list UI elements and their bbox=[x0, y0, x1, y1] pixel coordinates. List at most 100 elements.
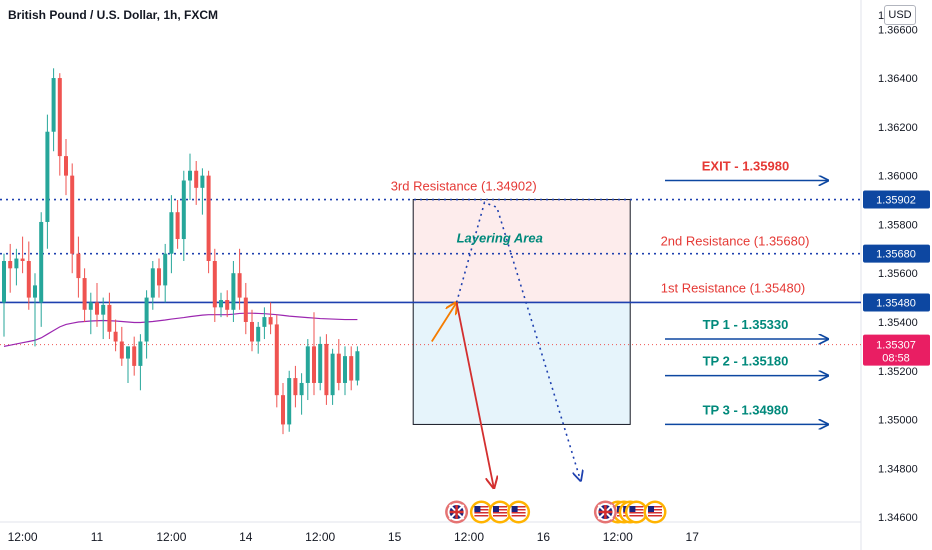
price-axis-panel[interactable] bbox=[861, 0, 932, 550]
candle bbox=[355, 346, 360, 386]
candle bbox=[262, 307, 267, 340]
candle-body bbox=[157, 268, 161, 286]
candle-body bbox=[82, 278, 87, 310]
candle-body bbox=[95, 302, 99, 315]
candle bbox=[14, 248, 19, 286]
candle-body bbox=[219, 300, 223, 308]
candle-body bbox=[194, 170, 199, 188]
candle bbox=[33, 273, 37, 347]
layering-area-label: Layering Area bbox=[457, 231, 543, 246]
y-tick-label: 1.35200 bbox=[878, 366, 918, 378]
candle-body bbox=[39, 221, 44, 303]
candle bbox=[225, 290, 230, 318]
us-flag-icon[interactable] bbox=[469, 500, 493, 524]
moving-average-layer bbox=[3, 312, 358, 347]
candle bbox=[256, 321, 261, 354]
candle bbox=[212, 248, 217, 322]
sell-arrow bbox=[455, 302, 494, 487]
us-flag-icon[interactable] bbox=[624, 500, 648, 524]
candle bbox=[132, 336, 137, 376]
current-price-tag-bg bbox=[863, 334, 930, 366]
candle bbox=[293, 365, 298, 408]
x-tick-label: 15 bbox=[388, 530, 402, 544]
candle-body bbox=[45, 131, 50, 222]
zone-0[interactable] bbox=[412, 199, 631, 303]
candle bbox=[188, 153, 192, 201]
y-tick-label: 1.36600 bbox=[878, 24, 918, 36]
us-flag-icon[interactable] bbox=[488, 500, 512, 524]
candle-body bbox=[312, 346, 316, 383]
candle-body bbox=[101, 304, 106, 315]
candle bbox=[200, 168, 205, 215]
candle-body bbox=[76, 253, 81, 279]
y-tick-label: 1.34800 bbox=[878, 463, 918, 475]
y-tick-label: 1.35000 bbox=[878, 415, 918, 427]
candle-body bbox=[163, 253, 168, 286]
candle bbox=[268, 302, 273, 335]
candle bbox=[324, 334, 329, 405]
x-tick-label: 12:00 bbox=[603, 530, 633, 544]
candle bbox=[305, 339, 310, 401]
candle-body bbox=[225, 300, 230, 310]
target-arrows-layer bbox=[665, 181, 828, 425]
candle bbox=[343, 346, 347, 396]
candle bbox=[76, 236, 81, 298]
candle-body bbox=[119, 341, 124, 359]
candle-body bbox=[126, 346, 130, 359]
candle bbox=[45, 114, 50, 249]
candle bbox=[51, 68, 56, 152]
candle bbox=[20, 236, 25, 274]
candle bbox=[39, 212, 44, 327]
candle-body bbox=[212, 261, 217, 308]
candle-body bbox=[107, 304, 112, 332]
candle-body bbox=[169, 212, 174, 254]
price-tag-text: 1.35680 bbox=[876, 249, 916, 261]
candle-body bbox=[355, 351, 360, 381]
candle-body bbox=[144, 297, 149, 342]
y-tick-label: 1.35800 bbox=[878, 219, 918, 231]
candle-body bbox=[324, 343, 329, 396]
candle bbox=[107, 292, 112, 340]
price-tag-bg bbox=[863, 190, 930, 209]
price-tag-text: 1.35902 bbox=[876, 195, 916, 207]
candle bbox=[2, 253, 6, 337]
x-tick-label: 12:00 bbox=[8, 530, 38, 544]
candle-body bbox=[243, 297, 248, 322]
candle-body bbox=[181, 180, 186, 240]
candle bbox=[119, 326, 124, 366]
candle bbox=[281, 382, 285, 435]
candle-body bbox=[113, 331, 118, 342]
current-price-value: 1.35307 bbox=[876, 340, 916, 352]
candle bbox=[175, 200, 180, 249]
candle-body bbox=[281, 395, 285, 425]
gb-flag-icon[interactable] bbox=[593, 500, 617, 524]
price-tag-text: 1.35480 bbox=[876, 297, 916, 309]
resistance-3-label: 3rd Resistance (1.34902) bbox=[391, 179, 537, 194]
gb-flag-icon[interactable] bbox=[445, 500, 469, 524]
candle-body bbox=[206, 175, 211, 261]
candle-body bbox=[200, 175, 205, 188]
price-tag: 1.35680 bbox=[863, 244, 930, 263]
candle bbox=[287, 370, 292, 432]
candle-body bbox=[274, 324, 279, 396]
us-flag-icon[interactable] bbox=[643, 500, 667, 524]
economic-events-layer[interactable] bbox=[445, 500, 667, 524]
currency-button[interactable]: USD bbox=[884, 5, 916, 25]
price-tag: 1.35902 bbox=[863, 190, 930, 209]
candle bbox=[138, 334, 143, 391]
us-flag-icon[interactable] bbox=[507, 500, 531, 524]
moving-average-line bbox=[3, 312, 358, 347]
candle bbox=[250, 309, 254, 352]
zone-1[interactable] bbox=[412, 301, 631, 425]
candle-body bbox=[88, 302, 93, 310]
time-axis-ticks: 12:00 11 12:00 14 12:00 15 12:00 16 12:00 17 bbox=[8, 530, 700, 544]
candle-body bbox=[330, 353, 335, 396]
candle bbox=[57, 73, 62, 176]
y-tick-label: 1.35600 bbox=[878, 268, 918, 280]
candle bbox=[70, 163, 75, 274]
candle bbox=[299, 373, 304, 415]
candle-body bbox=[262, 317, 267, 327]
candle-body bbox=[138, 341, 143, 366]
candle-body bbox=[26, 261, 31, 298]
